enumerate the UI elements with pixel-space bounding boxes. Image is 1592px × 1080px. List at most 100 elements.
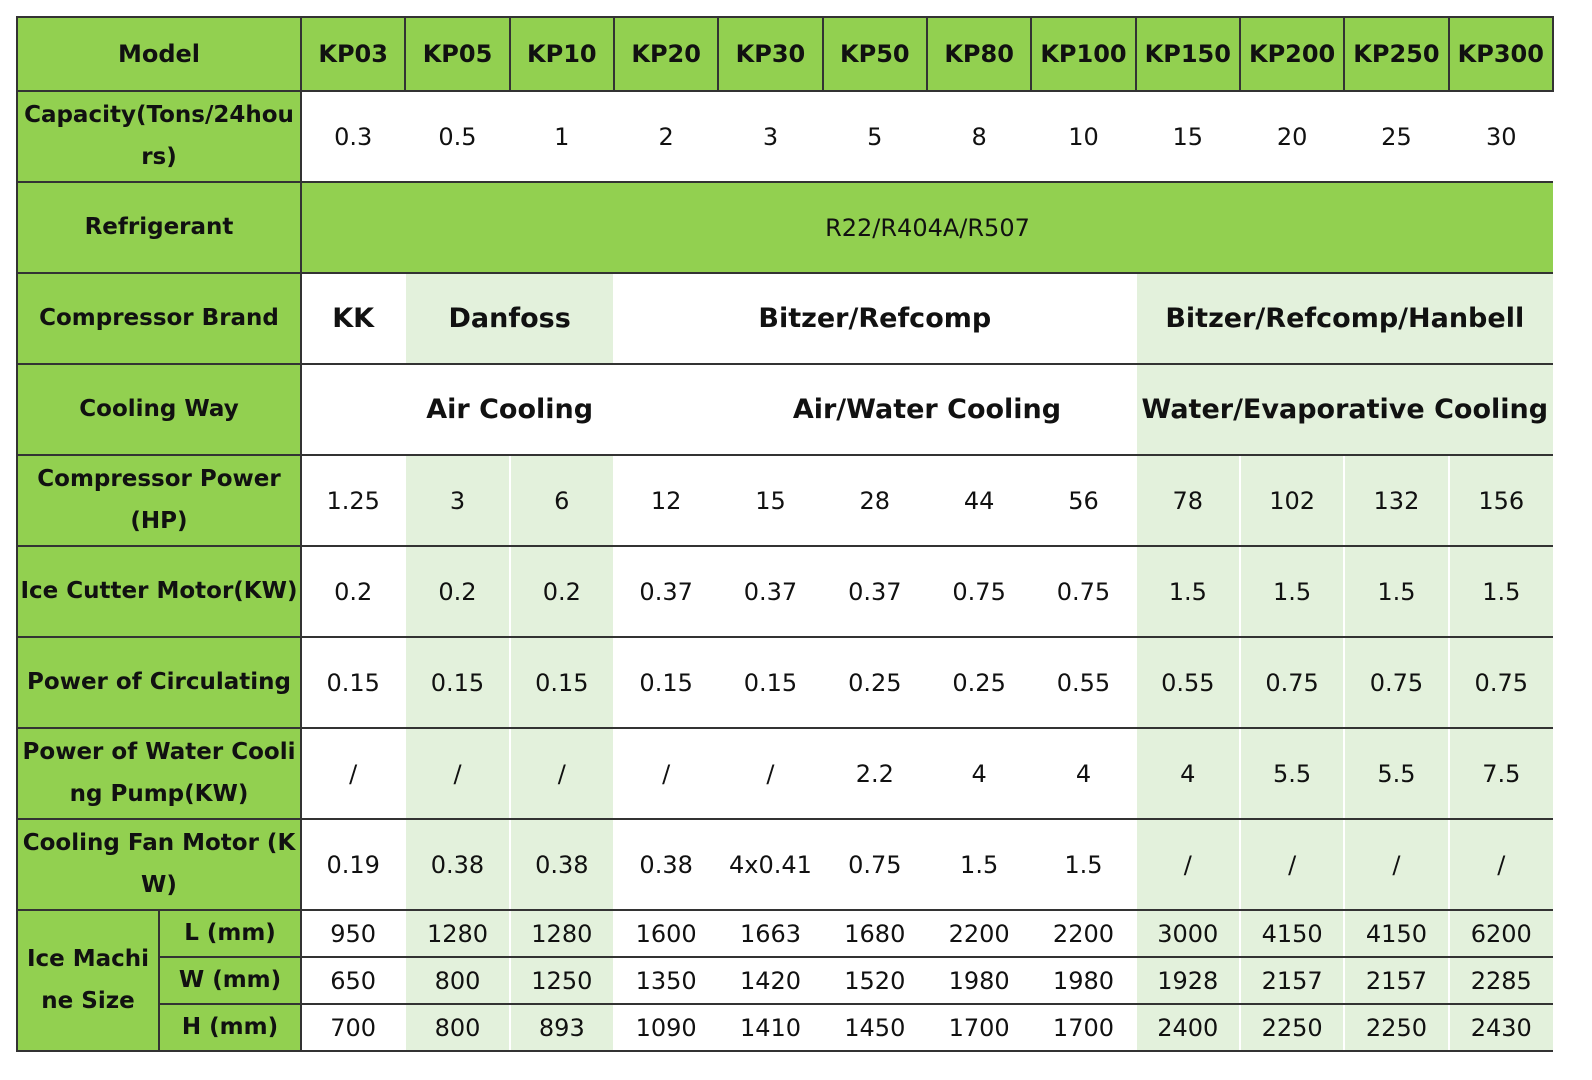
- row-label: Cooling Way: [16, 363, 302, 456]
- value-cell: 1.25: [299, 455, 406, 547]
- value-cell: 102: [1238, 455, 1345, 547]
- value-cell: 1090: [612, 1004, 719, 1052]
- value-cell: 0.25: [925, 637, 1032, 729]
- table-row: Ice Machine Size L (mm) 950 1280 1280 1600 166…: [16, 909, 1553, 1052]
- value-cell: 1280: [508, 910, 614, 958]
- value-cell: 132: [1343, 455, 1449, 547]
- value-cell: 650: [299, 957, 406, 1005]
- size-sublabel: H (mm): [158, 1003, 302, 1052]
- header-label: Model: [16, 16, 302, 92]
- value-cell: 2285: [1447, 957, 1553, 1005]
- value-cell: Air Cooling: [299, 364, 719, 456]
- value-cell: 15: [717, 455, 823, 547]
- value-cell: 0.75: [821, 819, 927, 911]
- value-cell: 3: [717, 91, 823, 183]
- size-label: Ice Machine Size: [16, 909, 160, 1052]
- table-row: Cooling Fan Motor (KW) 0.19 0.38 0.38 0.38 4x…: [16, 818, 1553, 911]
- table-row: Capacity(Tons/24hours) 0.3 0.5 1 2 3 5 8 10 15 20 2…: [16, 90, 1553, 183]
- value-cell: 0.15: [299, 637, 406, 729]
- table-row: H (mm) 700 800 893 1090 1410 1450 1700 1700 2400 2…: [17, 1003, 1553, 1052]
- value-cell: 0.75: [1238, 637, 1345, 729]
- model-header: KP03: [299, 16, 407, 92]
- value-cell: 2200: [1030, 910, 1136, 958]
- value-cell: 1420: [717, 957, 823, 1005]
- value-cell: /: [508, 728, 614, 820]
- model-header: KP100: [1030, 16, 1137, 92]
- value-cell: 2430: [1447, 1004, 1553, 1052]
- value-cell: 0.15: [612, 637, 719, 729]
- value-cell: 0.75: [1447, 637, 1553, 729]
- row-label: Ice Cutter Motor(KW): [16, 545, 302, 638]
- value-cell: 2250: [1238, 1004, 1345, 1052]
- value-cell: 1280: [404, 910, 510, 958]
- value-cell: 2250: [1343, 1004, 1449, 1052]
- table-row: Model KP03 KP05 KP10 KP20 KP30 KP50 KP80 KP100 KP…: [16, 16, 1554, 92]
- value-cell: KK: [299, 273, 406, 365]
- value-cell: 0.38: [404, 819, 510, 911]
- model-header: KP20: [612, 16, 720, 92]
- value-cell: 4: [1134, 728, 1240, 820]
- value-cell: 7.5: [1447, 728, 1553, 820]
- table-row: W (mm) 650 800 1250 1350 1420 1520 1980 1980 1928…: [17, 956, 1553, 1005]
- model-header: KP05: [404, 16, 511, 92]
- value-cell: 56: [1030, 455, 1136, 547]
- value-cell: 6: [508, 455, 614, 547]
- value-cell: 4: [1030, 728, 1136, 820]
- spec-table-container: Model KP03 KP05 KP10 KP20 KP30 KP50 KP80 KP100 KP…: [16, 16, 1554, 1052]
- model-header: KP250: [1343, 16, 1450, 92]
- value-cell: 0.2: [299, 546, 406, 638]
- value-cell: 800: [404, 1004, 510, 1052]
- value-cell: 20: [1238, 91, 1345, 183]
- row-label: Cooling Fan Motor (KW): [16, 818, 302, 911]
- value-cell: 15: [1134, 91, 1240, 183]
- value-cell: 0.37: [612, 546, 719, 638]
- value-cell: 1350: [612, 957, 719, 1005]
- row-label: Power of Circulating: [16, 636, 302, 729]
- value-cell: 1.5: [1134, 546, 1240, 638]
- value-cell: 10: [1030, 91, 1136, 183]
- value-cell: 2: [612, 91, 719, 183]
- value-cell: 1450: [821, 1004, 927, 1052]
- value-cell: 4: [925, 728, 1032, 820]
- value-cell: 1600: [612, 910, 719, 958]
- value-cell: 1.5: [925, 819, 1032, 911]
- value-cell: 4x0.41: [717, 819, 823, 911]
- table-row: Power of Circulating 0.15 0.15 0.15 0.15 0.15…: [16, 636, 1553, 729]
- value-cell: 0.37: [717, 546, 823, 638]
- value-cell: 0.15: [508, 637, 614, 729]
- table-row: Refrigerant R22/R404A/R507: [16, 181, 1553, 274]
- value-cell: 1.5: [1447, 546, 1553, 638]
- value-cell: /: [612, 728, 719, 820]
- value-cell: /: [1343, 819, 1449, 911]
- value-cell: /: [404, 728, 510, 820]
- value-cell: /: [717, 728, 823, 820]
- value-cell: 1663: [717, 910, 823, 958]
- model-header: KP10: [508, 16, 615, 92]
- value-cell: 1700: [925, 1004, 1032, 1052]
- value-cell: 5.5: [1238, 728, 1345, 820]
- row-label: Power of Water Cooling Pump(KW): [16, 727, 302, 820]
- value-cell: /: [299, 728, 406, 820]
- value-cell: Danfoss: [404, 273, 614, 365]
- size-sublabel: L (mm): [158, 909, 302, 958]
- row-label: Refrigerant: [16, 181, 302, 274]
- value-cell: 0.75: [1343, 637, 1449, 729]
- value-cell: 1.5: [1238, 546, 1345, 638]
- value-cell: Water/Evaporative Cooling: [1134, 364, 1553, 456]
- model-header: KP150: [1134, 16, 1241, 92]
- value-cell: 3000: [1134, 910, 1240, 958]
- value-cell: 0.75: [1030, 546, 1136, 638]
- value-cell: 950: [299, 910, 406, 958]
- value-cell: 0.37: [821, 546, 927, 638]
- value-cell: 5: [821, 91, 927, 183]
- value-cell: 2157: [1238, 957, 1345, 1005]
- value-cell: 1410: [717, 1004, 823, 1052]
- value-cell: 800: [404, 957, 510, 1005]
- model-header: KP300: [1447, 16, 1554, 92]
- value-cell: /: [1238, 819, 1345, 911]
- value-cell: 4150: [1238, 910, 1345, 958]
- value-cell: 1700: [1030, 1004, 1136, 1052]
- value-cell: 0.55: [1134, 637, 1240, 729]
- value-cell: 28: [821, 455, 927, 547]
